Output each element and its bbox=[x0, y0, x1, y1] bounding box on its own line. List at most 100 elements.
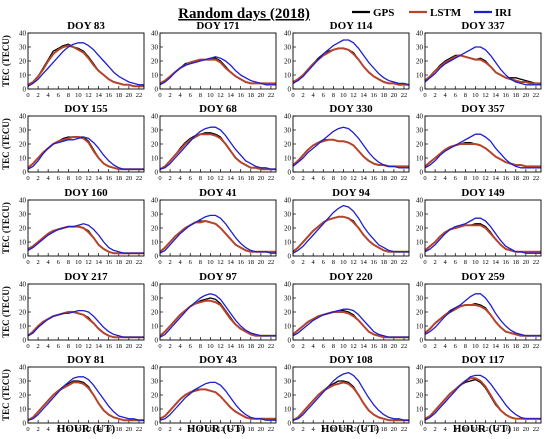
series-line-iri bbox=[27, 309, 144, 338]
x-tick-label: 16 bbox=[370, 92, 377, 99]
x-tick-label: 4 bbox=[179, 343, 183, 350]
x-tick-label: 10 bbox=[472, 92, 479, 99]
x-axis-title-col4: HOUR (UT) bbox=[453, 423, 512, 435]
x-tick-label: 4 bbox=[179, 92, 183, 99]
x-tick-label: 16 bbox=[502, 175, 509, 182]
x-tick-label: 10 bbox=[340, 426, 347, 433]
x-tick-label: 8 bbox=[199, 259, 202, 266]
series-line-lstm bbox=[424, 143, 541, 168]
x-tick-label: 10 bbox=[472, 426, 479, 433]
y-tick-label: 30 bbox=[284, 295, 292, 303]
x-tick-label: 12 bbox=[350, 426, 357, 433]
x-tick-label: 8 bbox=[199, 343, 202, 350]
x-tick-label: 20 bbox=[126, 426, 133, 433]
y-tick-label: 0 bbox=[155, 86, 159, 94]
x-tick-label: 18 bbox=[513, 343, 520, 350]
y-tick-label: 20 bbox=[19, 392, 27, 400]
y-tick-label: 20 bbox=[416, 309, 424, 317]
x-tick-label: 2 bbox=[168, 175, 171, 182]
x-tick-label: 2 bbox=[36, 92, 39, 99]
x-tick-label: 4 bbox=[179, 259, 183, 266]
x-tick-label: 18 bbox=[513, 259, 520, 266]
series-line-gps bbox=[27, 136, 144, 170]
x-tick-label: 16 bbox=[237, 259, 244, 266]
x-tick-label: 2 bbox=[168, 92, 171, 99]
y-tick-label: 0 bbox=[23, 86, 27, 94]
x-tick-label: 2 bbox=[36, 259, 39, 266]
x-tick-label: 18 bbox=[248, 343, 255, 350]
y-tick-label: 10 bbox=[284, 239, 292, 247]
panel-frame bbox=[424, 283, 542, 341]
y-axis-title: TEC (TECU) bbox=[1, 202, 11, 254]
x-tick-label: 14 bbox=[360, 343, 367, 350]
x-tick-label: 20 bbox=[126, 175, 133, 182]
legend: GPS LSTM IRI bbox=[352, 7, 512, 19]
x-tick-label: 16 bbox=[237, 92, 244, 99]
x-tick-label: 18 bbox=[116, 343, 123, 350]
x-tick-label: 22 bbox=[401, 175, 408, 182]
y-tick-label: 0 bbox=[420, 253, 424, 261]
panel-frame bbox=[292, 115, 410, 173]
series-line-lstm bbox=[27, 311, 144, 339]
x-tick-label: 10 bbox=[207, 426, 214, 433]
panel-title: DOY 114 bbox=[330, 20, 373, 32]
y-tick-label: 10 bbox=[19, 155, 27, 163]
x-tick-label: 12 bbox=[85, 92, 92, 99]
panel-title: DOY 68 bbox=[199, 103, 237, 115]
panel-frame bbox=[424, 199, 542, 257]
panel-frame bbox=[292, 199, 410, 257]
y-tick-label: 10 bbox=[151, 406, 159, 414]
x-tick-label: 10 bbox=[75, 92, 82, 99]
panel-frame bbox=[27, 32, 145, 90]
y-tick-label: 40 bbox=[19, 281, 27, 289]
series-line-lstm bbox=[27, 381, 144, 422]
x-tick-label: 2 bbox=[433, 426, 436, 433]
panel-title: DOY 357 bbox=[461, 103, 505, 115]
series-line-lstm bbox=[27, 136, 144, 171]
y-tick-label: 20 bbox=[284, 141, 292, 149]
x-tick-label: 0 bbox=[26, 426, 29, 433]
panel-frame bbox=[27, 283, 145, 341]
x-tick-label: 12 bbox=[85, 175, 92, 182]
x-tick-label: 0 bbox=[291, 175, 294, 182]
x-tick-label: 0 bbox=[26, 175, 29, 182]
y-tick-label: 20 bbox=[284, 309, 292, 317]
x-tick-label: 6 bbox=[322, 259, 326, 266]
panel-frame bbox=[159, 32, 277, 90]
x-tick-label: 4 bbox=[47, 259, 51, 266]
series-line-lstm bbox=[292, 138, 409, 168]
x-tick-label: 20 bbox=[258, 175, 265, 182]
y-tick-label: 0 bbox=[288, 337, 292, 345]
x-tick-label: 10 bbox=[340, 175, 347, 182]
panel-frame bbox=[159, 366, 277, 424]
x-tick-label: 18 bbox=[381, 259, 388, 266]
x-tick-label: 12 bbox=[85, 259, 92, 266]
x-tick-label: 6 bbox=[57, 92, 61, 99]
x-tick-label: 2 bbox=[301, 92, 304, 99]
series-line-lstm bbox=[27, 44, 144, 88]
y-tick-label: 20 bbox=[416, 141, 424, 149]
y-tick-label: 20 bbox=[284, 392, 292, 400]
x-tick-label: 4 bbox=[444, 426, 448, 433]
x-tick-label: 14 bbox=[227, 343, 234, 350]
x-tick-label: 12 bbox=[482, 259, 489, 266]
series-line-lstm bbox=[292, 381, 409, 422]
panel-title: DOY 43 bbox=[199, 354, 237, 366]
panel-title: DOY 155 bbox=[64, 103, 108, 115]
series-line-iri bbox=[159, 214, 276, 254]
x-tick-label: 20 bbox=[258, 426, 265, 433]
y-tick-label: 20 bbox=[416, 392, 424, 400]
x-tick-label: 20 bbox=[391, 426, 398, 433]
series-line-iri bbox=[292, 39, 410, 86]
series-line-iri bbox=[159, 293, 276, 338]
y-tick-label: 0 bbox=[23, 169, 27, 177]
x-tick-label: 22 bbox=[401, 259, 408, 266]
x-tick-label: 22 bbox=[401, 426, 408, 433]
x-tick-label: 18 bbox=[381, 343, 388, 350]
x-tick-label: 8 bbox=[199, 92, 202, 99]
